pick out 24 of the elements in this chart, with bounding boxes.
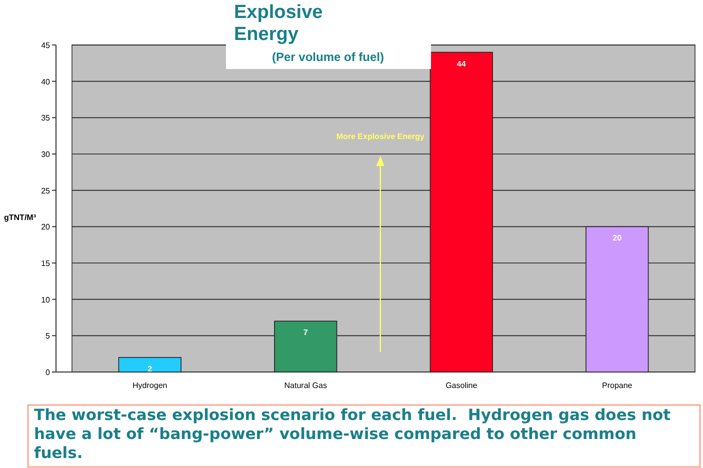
data-label: 44 — [456, 59, 466, 68]
text: The worst-case explosion scenario for each fuel. Hydrogen gas does not have a lot of “bang-power” volume-wise compared to other common fuels. — [34, 406, 672, 463]
annotation: More Explosive Energy — [336, 132, 425, 141]
y-tick-label: 30 — [41, 150, 51, 159]
y-tick-label: 5 — [46, 332, 51, 341]
y-tick-label: 45 — [41, 41, 51, 50]
data-label: 20 — [612, 234, 622, 243]
y-tick-label: 0 — [46, 368, 51, 377]
y-tick-label: 10 — [41, 295, 51, 304]
y-axis-title: gTNT/M³ — [4, 213, 36, 222]
x-tick-label: Propane — [602, 381, 633, 390]
data-label: 2 — [148, 364, 153, 374]
y-tick-label: 40 — [41, 77, 51, 86]
y-tick-label: 25 — [41, 186, 51, 196]
x-tick-label: Gasoline — [446, 381, 478, 390]
x-tick-label: Natural Gas — [284, 381, 327, 390]
chart-subtitle: (Per volume of fuel) — [272, 50, 384, 64]
x-tick-label: Hydrogen — [132, 381, 168, 390]
chart-title: Explosive Energy — [234, 2, 323, 45]
y-tick-label: 20 — [41, 222, 51, 232]
y-tick-label: 35 — [41, 114, 51, 123]
y-tick-label: 15 — [41, 259, 51, 268]
bar — [118, 357, 182, 372]
data-label: 7 — [303, 328, 308, 338]
